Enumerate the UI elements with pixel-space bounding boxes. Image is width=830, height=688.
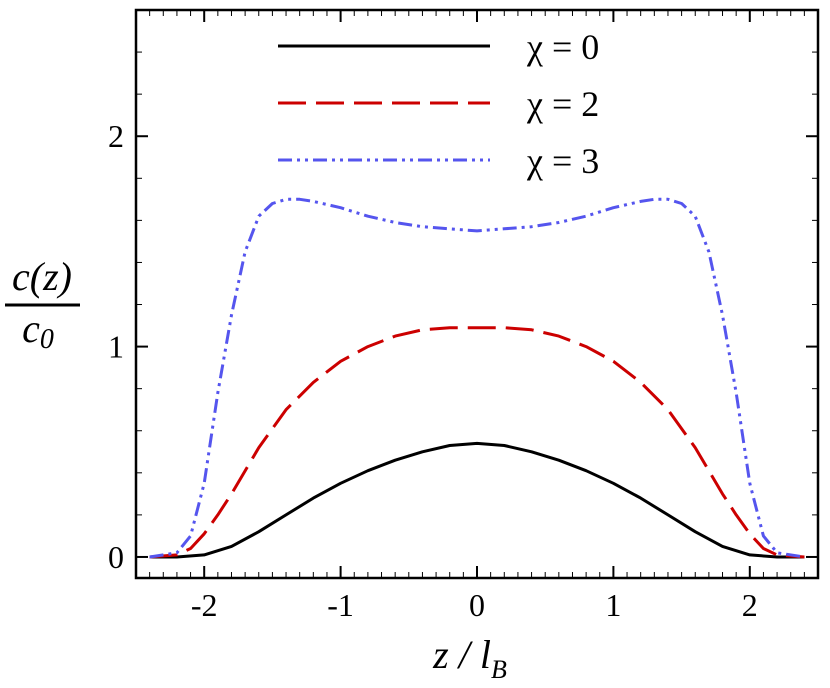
series-line-1 [149,326,805,559]
legend-label-2: χ = 3 [526,141,599,181]
series-line-2 [149,197,805,559]
x-tick-label: -1 [327,587,354,623]
svg-text:z / lB: z / lB [432,632,507,683]
plot-frame [134,8,820,580]
x-tick-label: 0 [469,587,485,623]
y-axis-label: c(z) c0 [5,254,80,355]
x-tick-label: -2 [191,587,218,623]
legend-label-1: χ = 2 [526,84,599,124]
ticks-layer: -2 -1 0 1 2 0 1 2 [108,10,819,623]
legend-label-0: χ = 0 [526,27,599,67]
series-line-0 [149,441,805,559]
legend: χ = 0 χ = 2 χ = 3 [278,27,599,181]
y-label-denominator: c0 [22,306,54,355]
series-layer [149,197,805,559]
x-axis-label: z / lB [432,632,507,684]
y-label-numerator: c(z) [12,254,72,299]
x-tick-label: 1 [605,587,621,623]
x-tick-label: 2 [742,587,758,623]
y-tick-label: 2 [108,118,124,154]
y-tick-label: 0 [108,539,124,575]
y-tick-label: 1 [108,329,124,365]
